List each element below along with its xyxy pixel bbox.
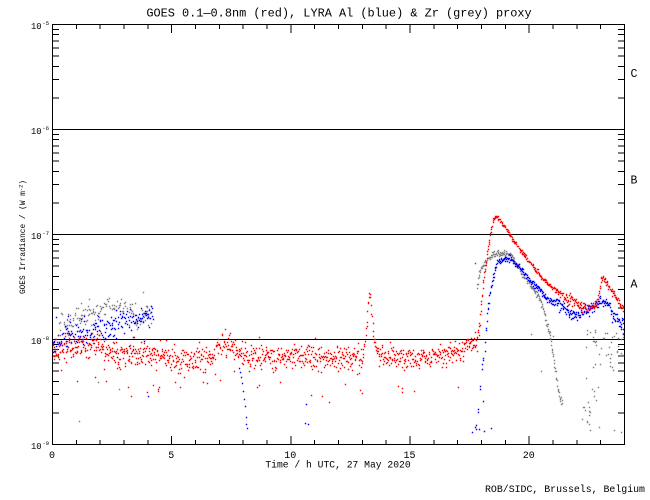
svg-text:10: 10: [31, 127, 42, 137]
svg-text:B: B: [631, 175, 638, 188]
svg-text:GOES Irradiance / (W m-2): GOES Irradiance / (W m-2): [19, 180, 29, 294]
svg-text:10: 10: [31, 442, 42, 452]
svg-text:GOES 0.1—0.8nm (red), LYRA Al: GOES 0.1—0.8nm (red), LYRA Al (blue) & Z…: [146, 7, 531, 21]
svg-text:10: 10: [31, 337, 42, 347]
svg-text:Time / h UTC, 27 May 2020: Time / h UTC, 27 May 2020: [265, 460, 411, 471]
svg-text:10: 10: [284, 451, 296, 462]
svg-text:-6: -6: [42, 125, 49, 132]
svg-text:-5: -5: [42, 20, 49, 27]
svg-text:C: C: [631, 68, 638, 81]
svg-text:A: A: [631, 279, 638, 292]
svg-text:-8: -8: [42, 335, 49, 342]
svg-text:10: 10: [31, 22, 42, 32]
svg-text:-7: -7: [42, 230, 49, 237]
svg-text:10: 10: [31, 232, 42, 242]
svg-text:ROB/SIDC, Brussels, Belgium: ROB/SIDC, Brussels, Belgium: [485, 484, 645, 495]
svg-text:20: 20: [523, 451, 535, 462]
svg-text:15: 15: [403, 451, 415, 462]
svg-text:0: 0: [49, 451, 55, 462]
svg-text:5: 5: [168, 451, 174, 462]
svg-text:-9: -9: [42, 440, 49, 447]
